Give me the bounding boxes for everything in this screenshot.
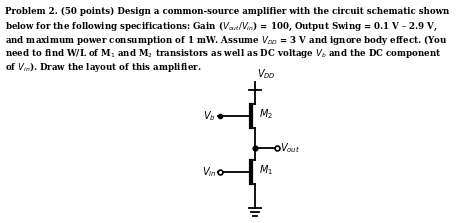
Text: Problem 2. (50 points) Design a common-source amplifier with the circuit schemat: Problem 2. (50 points) Design a common-s… (5, 7, 449, 16)
Text: $V_{DD}$: $V_{DD}$ (257, 67, 276, 81)
Text: below for the following specifications: Gain ($V_{out}/V_{in}$) = 100, Output Sw: below for the following specifications: … (5, 20, 438, 33)
Text: need to find W/L of M$_1$ and M$_2$ transistors as well as DC voltage $V_b$ and : need to find W/L of M$_1$ and M$_2$ tran… (5, 47, 441, 60)
Text: $V_b$: $V_b$ (203, 109, 216, 123)
Text: $V_{in}$: $V_{in}$ (201, 165, 216, 179)
Text: and maximum power consumption of 1 mW. Assume $V_{DD}$ = 3 V and ignore body eff: and maximum power consumption of 1 mW. A… (5, 33, 447, 47)
Text: $M_1$: $M_1$ (259, 163, 273, 177)
Text: $M_2$: $M_2$ (259, 107, 273, 121)
Text: of $V_{in}$). Draw the layout of this amplifier.: of $V_{in}$). Draw the layout of this am… (5, 60, 201, 74)
Text: $V_{out}$: $V_{out}$ (280, 141, 300, 155)
